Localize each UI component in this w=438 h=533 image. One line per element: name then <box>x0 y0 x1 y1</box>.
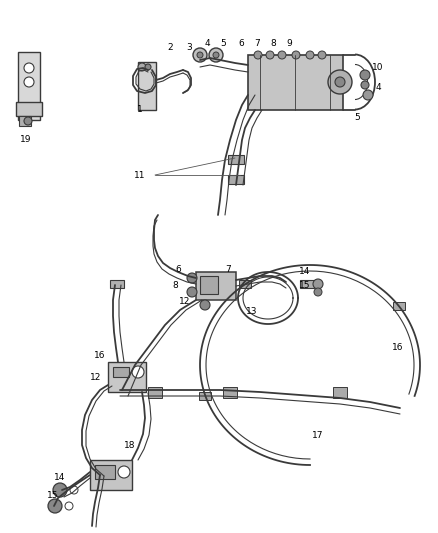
Circle shape <box>187 273 197 283</box>
Bar <box>300 280 314 288</box>
Circle shape <box>335 77 345 87</box>
Circle shape <box>132 366 144 378</box>
Circle shape <box>313 279 323 289</box>
Text: 10: 10 <box>372 63 384 72</box>
Bar <box>333 387 347 398</box>
Circle shape <box>254 51 262 59</box>
Text: 16: 16 <box>392 343 404 352</box>
Bar <box>108 362 146 392</box>
Circle shape <box>314 288 322 296</box>
Text: 8: 8 <box>172 280 178 289</box>
Bar <box>248 55 343 110</box>
Text: 16: 16 <box>94 351 106 359</box>
Text: 8: 8 <box>270 39 276 49</box>
Circle shape <box>278 51 286 59</box>
Circle shape <box>193 48 207 62</box>
Text: 5: 5 <box>220 39 226 49</box>
Circle shape <box>328 70 352 94</box>
Text: 6: 6 <box>238 39 244 49</box>
Circle shape <box>292 51 300 59</box>
Text: 12: 12 <box>90 374 102 383</box>
Text: 2: 2 <box>167 44 173 52</box>
Circle shape <box>24 63 34 73</box>
Circle shape <box>187 287 197 297</box>
Circle shape <box>360 70 370 80</box>
Text: 18: 18 <box>124 440 136 449</box>
Circle shape <box>363 90 373 100</box>
Text: 13: 13 <box>246 308 258 317</box>
Circle shape <box>145 64 151 70</box>
Text: 6: 6 <box>175 265 181 274</box>
Circle shape <box>213 52 219 58</box>
Circle shape <box>65 502 73 510</box>
Bar <box>239 280 251 288</box>
Bar <box>90 460 132 490</box>
Bar <box>110 280 124 288</box>
Bar <box>200 276 218 294</box>
Text: 14: 14 <box>299 268 311 277</box>
Bar <box>16 102 42 116</box>
Text: 15: 15 <box>47 491 59 500</box>
Circle shape <box>138 63 146 71</box>
Bar <box>228 175 244 184</box>
Bar <box>19 116 31 126</box>
Bar <box>223 387 237 398</box>
Circle shape <box>48 499 62 513</box>
Text: 4: 4 <box>375 84 381 93</box>
Bar <box>95 465 115 479</box>
Circle shape <box>197 52 203 58</box>
Bar <box>199 392 212 400</box>
Text: 17: 17 <box>312 431 324 440</box>
Text: 1: 1 <box>137 106 143 115</box>
Text: 7: 7 <box>225 265 231 274</box>
Circle shape <box>70 486 78 494</box>
Bar <box>228 155 244 164</box>
Circle shape <box>118 466 130 478</box>
Text: 12: 12 <box>179 297 191 306</box>
Text: 9: 9 <box>286 39 292 49</box>
Bar <box>113 367 129 377</box>
Circle shape <box>200 300 210 310</box>
Circle shape <box>318 51 326 59</box>
Bar <box>393 302 405 310</box>
Text: 3: 3 <box>186 44 192 52</box>
Text: 14: 14 <box>54 473 66 482</box>
Text: 4: 4 <box>204 39 210 49</box>
Circle shape <box>361 81 369 89</box>
Text: 11: 11 <box>134 171 146 180</box>
Bar <box>196 272 236 300</box>
Circle shape <box>306 51 314 59</box>
Bar <box>138 62 156 110</box>
Bar <box>18 52 40 120</box>
Circle shape <box>266 51 274 59</box>
Text: 5: 5 <box>354 114 360 123</box>
Text: 15: 15 <box>299 280 311 289</box>
Bar <box>148 387 162 398</box>
Text: 7: 7 <box>254 39 260 49</box>
Circle shape <box>209 48 223 62</box>
Circle shape <box>53 483 67 497</box>
Circle shape <box>24 77 34 87</box>
Circle shape <box>24 117 32 125</box>
Text: 19: 19 <box>20 135 32 144</box>
